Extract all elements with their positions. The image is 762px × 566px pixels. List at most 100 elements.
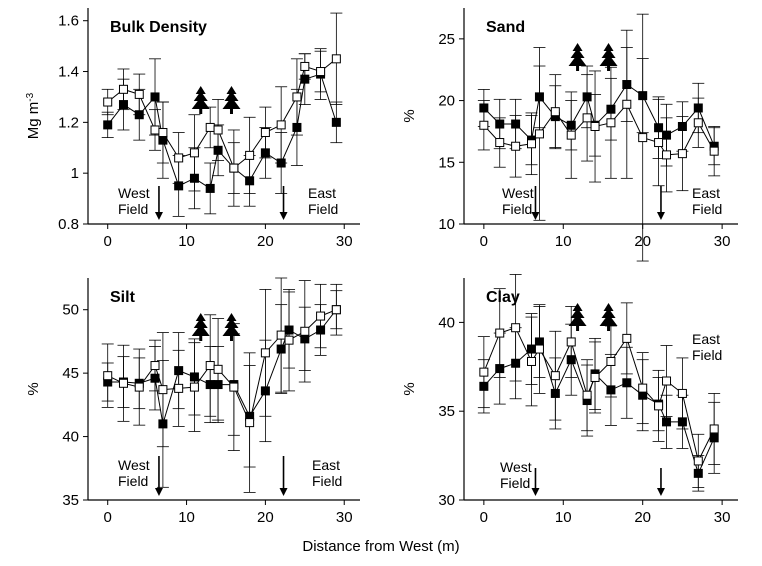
data-point [638, 383, 648, 393]
data-point [654, 401, 664, 411]
data-point [479, 120, 489, 130]
tree-icon [599, 43, 618, 66]
east-arrow-head [656, 212, 665, 220]
x-tick-label: 10 [178, 233, 195, 250]
data-point [300, 61, 310, 71]
y-tick-label: 15 [438, 154, 455, 171]
data-point [174, 153, 184, 163]
data-point [534, 344, 544, 354]
tree-icon [191, 313, 210, 336]
tree-trunk-icon [607, 326, 611, 331]
y-tick-label: 35 [62, 492, 79, 509]
x-tick-label: 0 [104, 233, 112, 250]
data-point [260, 348, 270, 358]
data-point [103, 120, 113, 130]
tree-icon [222, 313, 241, 336]
y-tick-label: 0.8 [58, 216, 79, 233]
data-point [103, 371, 113, 381]
series-open-square [477, 274, 721, 488]
data-point [158, 128, 168, 138]
east-field-label: Field [308, 201, 338, 217]
tree-trunk-icon [229, 109, 233, 114]
data-point [300, 326, 310, 336]
panel-bulk-density: 0.8 1 1.2 1.4 1.6 0 10 20 30 Mg m-3 Bulk Density We… [25, 8, 360, 250]
data-point [606, 118, 616, 128]
data-point [316, 67, 326, 77]
tree-trunk-icon [229, 336, 233, 341]
data-point [189, 382, 199, 392]
west-field-label: West [500, 459, 532, 475]
tree-trunk-icon [199, 336, 203, 341]
x-tick-label: 10 [178, 509, 195, 526]
y-axis-label: Mg m-3 [25, 92, 43, 139]
data-point [527, 139, 537, 149]
west-field-label: Field [500, 475, 530, 491]
panel-title: Clay [486, 289, 520, 306]
east-field-label: Field [312, 473, 342, 489]
y-tick-label: 35 [438, 403, 455, 420]
panel-title: Silt [110, 289, 136, 306]
data-point [662, 376, 672, 386]
x-tick-label: 10 [555, 233, 572, 250]
data-point [622, 99, 632, 109]
data-point [662, 417, 672, 427]
data-point [150, 125, 160, 135]
tree-trunk-icon [607, 66, 611, 71]
data-point [693, 456, 703, 466]
data-point [654, 138, 664, 148]
data-point [590, 372, 600, 382]
data-point [511, 141, 521, 151]
data-point [495, 138, 505, 148]
data-point [245, 418, 255, 428]
tree-icon [568, 303, 587, 326]
data-point [550, 107, 560, 117]
west-arrow-head [531, 212, 540, 220]
data-point [662, 150, 672, 160]
y-tick-label: 1 [71, 165, 79, 182]
y-tick-label: 1.2 [58, 114, 79, 131]
east-arrow-head [279, 488, 288, 496]
west-field-label: Field [118, 201, 148, 217]
west-field-label: West [118, 185, 150, 201]
east-field-label: East [312, 457, 340, 473]
data-point [606, 356, 616, 366]
data-point [213, 364, 223, 374]
y-tick-label: 30 [438, 492, 455, 509]
y-tick-label: 50 [62, 302, 79, 319]
west-arrow-head [154, 212, 163, 220]
data-point [677, 149, 687, 159]
data-point [622, 333, 632, 343]
y-tick-label: 40 [438, 314, 455, 331]
data-point [118, 378, 128, 388]
data-point [316, 311, 326, 321]
east-arrow-head [656, 488, 665, 496]
data-point [622, 378, 632, 388]
data-point [229, 382, 239, 392]
data-point [582, 390, 592, 400]
east-field-label: East [692, 185, 720, 201]
data-point [677, 388, 687, 398]
data-point [205, 361, 215, 371]
x-tick-label: 30 [714, 509, 731, 526]
west-field-label: West [502, 185, 534, 201]
y-tick-label: 1.6 [58, 13, 79, 30]
data-point [205, 122, 215, 132]
data-point [134, 89, 144, 99]
data-point [495, 328, 505, 338]
series-open-square [477, 13, 721, 262]
y-tick-label: 40 [62, 429, 79, 446]
west-arrow-head [154, 488, 163, 496]
tree-trunk-icon [199, 109, 203, 114]
y-tick-label: 45 [62, 365, 79, 382]
panel-title: Bulk Density [110, 19, 207, 36]
tree-icon [599, 303, 618, 326]
data-point [331, 305, 341, 315]
tree-icon [191, 86, 210, 109]
west-field-label: Field [502, 201, 532, 217]
data-point [150, 92, 160, 102]
data-point [638, 133, 648, 143]
